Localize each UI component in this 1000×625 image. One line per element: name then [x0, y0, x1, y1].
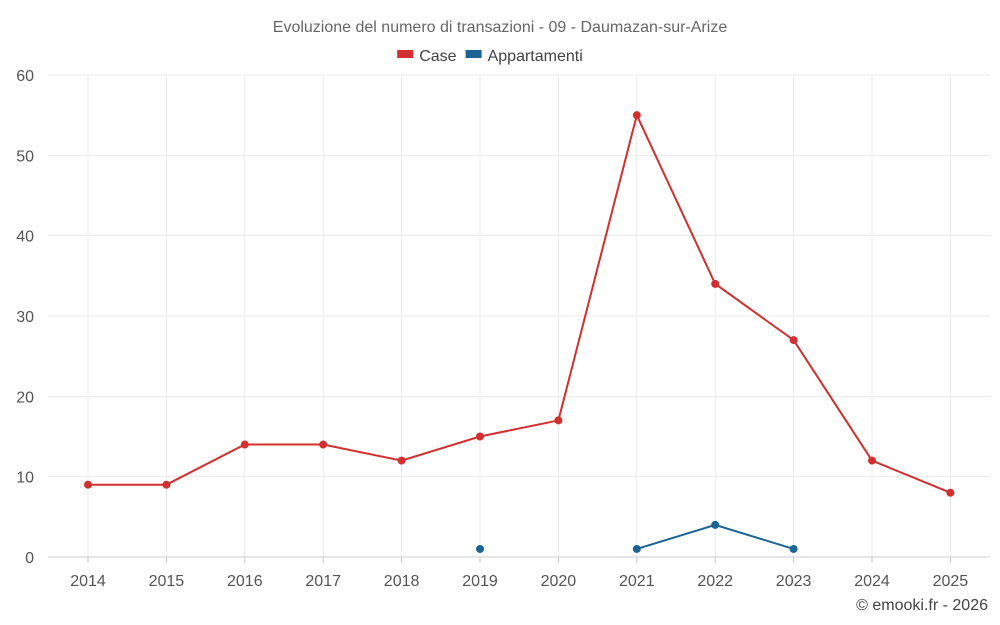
x-tick-label: 2019: [462, 573, 498, 590]
data-point: [554, 416, 563, 425]
x-tick-label: 2023: [776, 573, 812, 590]
series-line: [88, 112, 951, 494]
data-point: [476, 544, 484, 553]
x-tick-label: 2020: [541, 573, 577, 590]
y-tick-label: 10: [16, 470, 34, 487]
data-point: [476, 432, 484, 441]
chart-title: Evoluzione del numero di transazioni - 0…: [273, 19, 728, 36]
series-layer: [84, 111, 955, 553]
legend-swatch: [397, 50, 414, 58]
data-point: [240, 440, 249, 449]
x-tick-label: 2021: [619, 573, 655, 590]
data-point: [789, 544, 798, 553]
data-point: [946, 488, 955, 497]
legend-label: Case: [419, 48, 456, 65]
legend-swatch: [465, 50, 482, 58]
gridlines: [48, 74, 990, 557]
x-tick-label: 2018: [384, 573, 420, 590]
y-tick-label: 30: [16, 309, 34, 326]
data-point: [84, 480, 92, 489]
legend: Case Appartamenti: [397, 48, 583, 65]
legend-label: Appartamenti: [488, 48, 583, 65]
data-point: [711, 520, 720, 529]
series-case: [84, 111, 955, 497]
x-axis-ticks: 2014 2015 2016 2017 2018 2019 2020 2021 2022 2023…: [70, 557, 968, 590]
credit-text: © emooki.fr - 2026: [856, 597, 988, 614]
data-point: [711, 279, 720, 288]
x-tick-label: 2022: [697, 573, 733, 590]
y-tick-label: 0: [25, 550, 34, 567]
y-axis-ticks: 0 10 20 30 40 50 60: [16, 68, 34, 567]
data-point: [397, 456, 406, 465]
x-tick-label: 2017: [305, 573, 341, 590]
x-tick-label: 2025: [933, 573, 969, 590]
x-tick-label: 2024: [854, 573, 890, 590]
data-point: [162, 480, 171, 489]
data-point: [632, 111, 641, 120]
y-tick-label: 40: [16, 229, 34, 246]
data-point: [789, 336, 798, 345]
data-point: [868, 456, 876, 465]
y-tick-label: 20: [16, 389, 34, 406]
series-appartamenti: [476, 520, 798, 553]
data-point: [632, 544, 641, 553]
data-point: [319, 440, 328, 449]
y-tick-label: 50: [16, 148, 34, 165]
y-tick-label: 60: [16, 68, 34, 85]
x-tick-label: 2016: [227, 573, 263, 590]
x-tick-label: 2015: [149, 573, 185, 590]
x-tick-label: 2014: [70, 573, 106, 590]
